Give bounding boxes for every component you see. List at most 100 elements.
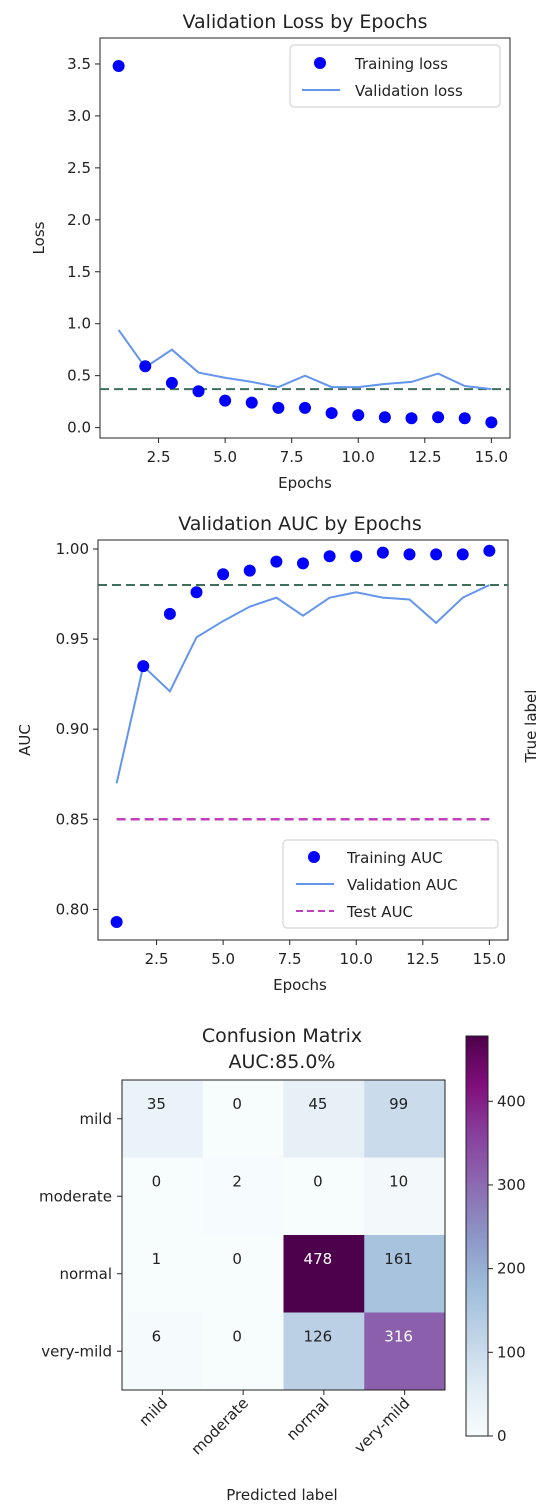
loss-point-training-loss	[113, 60, 125, 72]
confusion-cell-value: 316	[384, 1327, 413, 1345]
confusion-col-label: normal	[283, 1394, 333, 1444]
confusion-x-axis-label: Predicted label	[226, 1486, 337, 1504]
auc-point-training-auc	[324, 550, 336, 562]
loss-y-tick-label: 2.5	[67, 159, 91, 177]
loss-legend-training-marker	[314, 57, 326, 69]
confusion-cell	[122, 1235, 203, 1313]
loss-x-tick-label: 5.0	[213, 448, 237, 466]
auc-chart: Validation AUC by Epochs 2.5 5.0 7.5 10.0 12…	[16, 513, 540, 994]
auc-y-axis-label: AUC	[16, 724, 34, 756]
confusion-cell-value: 10	[389, 1172, 408, 1190]
loss-y-ticks: 0.0 0.5 1.0 1.5 2.0 2.5 3.0 3.5	[67, 55, 100, 437]
colorbar-tick-label: 300	[497, 1176, 526, 1194]
loss-legend: Training loss Validation loss	[290, 45, 500, 107]
confusion-cell	[203, 1235, 284, 1313]
confusion-cell-value: 6	[152, 1327, 162, 1345]
auc-point-training-auc	[377, 547, 389, 559]
confusion-cell-value: 0	[313, 1172, 323, 1190]
loss-point-training-loss	[219, 395, 231, 407]
loss-legend-validation-label: Validation loss	[355, 82, 463, 100]
auc-point-training-auc	[430, 548, 442, 560]
auc-x-ticks: 2.5 5.0 7.5 10.0 12.5 15.0	[145, 940, 506, 968]
loss-chart-title: Validation Loss by Epochs	[183, 11, 428, 33]
auc-y-tick-label: 0.85	[56, 810, 89, 828]
confusion-cell-value: 0	[232, 1250, 242, 1268]
confusion-cell	[203, 1080, 284, 1158]
auc-point-training-auc	[403, 548, 415, 560]
loss-x-tick-label: 7.5	[280, 448, 304, 466]
loss-point-training-loss	[272, 402, 284, 414]
auc-x-tick-label: 5.0	[211, 950, 235, 968]
loss-legend-training-label: Training loss	[354, 55, 448, 73]
confusion-cell	[284, 1313, 365, 1391]
auc-point-training-auc	[244, 565, 256, 577]
auc-legend-training-marker	[308, 851, 320, 863]
loss-x-tick-label: 2.5	[147, 448, 171, 466]
auc-x-tick-label: 10.0	[340, 950, 373, 968]
confusion-cell-value: 2	[232, 1172, 242, 1190]
loss-point-training-loss	[352, 409, 364, 421]
loss-point-training-loss	[379, 411, 391, 423]
colorbar	[466, 1036, 488, 1436]
colorbar-ticks: 0100200300400	[488, 1092, 526, 1445]
confusion-cell	[203, 1158, 284, 1236]
auc-y-tick-label: 0.80	[56, 900, 89, 918]
confusion-cell-value: 1	[152, 1250, 162, 1268]
loss-point-training-loss	[139, 360, 151, 372]
confusion-row-label: very-mild	[41, 1342, 112, 1360]
confusion-cell	[364, 1080, 445, 1158]
loss-y-tick-label: 1.0	[67, 315, 91, 333]
confusion-row-labels: mild moderate normal very-mild	[39, 1110, 122, 1361]
auc-point-training-auc	[111, 916, 123, 928]
confusion-col-label: very-mild	[351, 1394, 414, 1457]
colorbar-tick-label: 400	[497, 1092, 526, 1110]
confusion-cell	[203, 1313, 284, 1391]
loss-chart: Validation Loss by Epochs 2.5 5.0 7.5 10.0 1…	[30, 11, 510, 492]
auc-y-ticks: 0.80 0.85 0.90 0.95 1.00	[56, 540, 98, 918]
confusion-cell	[122, 1158, 203, 1236]
confusion-cell-value: 45	[308, 1095, 327, 1113]
loss-y-tick-label: 1.5	[67, 263, 91, 281]
confusion-row-label: moderate	[39, 1187, 112, 1205]
loss-x-tick-label: 15.0	[475, 448, 508, 466]
loss-point-training-loss	[405, 412, 417, 424]
loss-x-tick-label: 12.5	[408, 448, 441, 466]
auc-x-tick-label: 7.5	[278, 950, 302, 968]
loss-point-training-loss	[432, 411, 444, 423]
confusion-col-label: moderate	[188, 1394, 252, 1458]
confusion-cell	[284, 1235, 365, 1313]
auc-legend-test-label: Test AUC	[346, 903, 413, 921]
auc-legend-training-label: Training AUC	[346, 849, 443, 867]
loss-y-tick-label: 0.0	[67, 419, 91, 437]
auc-x-axis-label: Epochs	[273, 976, 327, 994]
confusion-cell-value: 161	[384, 1250, 413, 1268]
confusion-cell	[122, 1080, 203, 1158]
confusion-col-labels: mild moderate normal very-mild	[136, 1390, 414, 1458]
confusion-matrix-title: Confusion Matrix	[202, 1025, 362, 1047]
auc-point-training-auc	[297, 557, 309, 569]
loss-point-training-loss	[246, 397, 258, 409]
colorbar-tick-label: 200	[497, 1260, 526, 1278]
loss-x-tick-label: 10.0	[342, 448, 375, 466]
loss-y-tick-label: 2.0	[67, 211, 91, 229]
auc-point-training-auc	[457, 548, 469, 560]
confusion-cell-value: 478	[304, 1250, 333, 1268]
confusion-cell	[284, 1080, 365, 1158]
confusion-cell-value: 126	[304, 1327, 333, 1345]
auc-y-tick-label: 0.95	[56, 630, 89, 648]
loss-x-ticks: 2.5 5.0 7.5 10.0 12.5 15.0	[147, 438, 508, 466]
loss-point-training-loss	[459, 412, 471, 424]
true-label-side-text: True label	[522, 690, 540, 764]
confusion-col-label: mild	[136, 1394, 172, 1430]
loss-point-training-loss	[326, 407, 338, 419]
auc-point-training-auc	[483, 545, 495, 557]
loss-y-tick-label: 3.0	[67, 107, 91, 125]
auc-point-training-auc	[217, 568, 229, 580]
loss-point-training-loss	[299, 402, 311, 414]
confusion-row-label: normal	[59, 1265, 112, 1283]
confusion-cell	[284, 1158, 365, 1236]
confusion-matrix-subtitle: AUC:85.0%	[229, 1051, 336, 1073]
auc-x-tick-label: 12.5	[406, 950, 439, 968]
confusion-cell-value: 0	[232, 1095, 242, 1113]
confusion-cell	[364, 1235, 445, 1313]
